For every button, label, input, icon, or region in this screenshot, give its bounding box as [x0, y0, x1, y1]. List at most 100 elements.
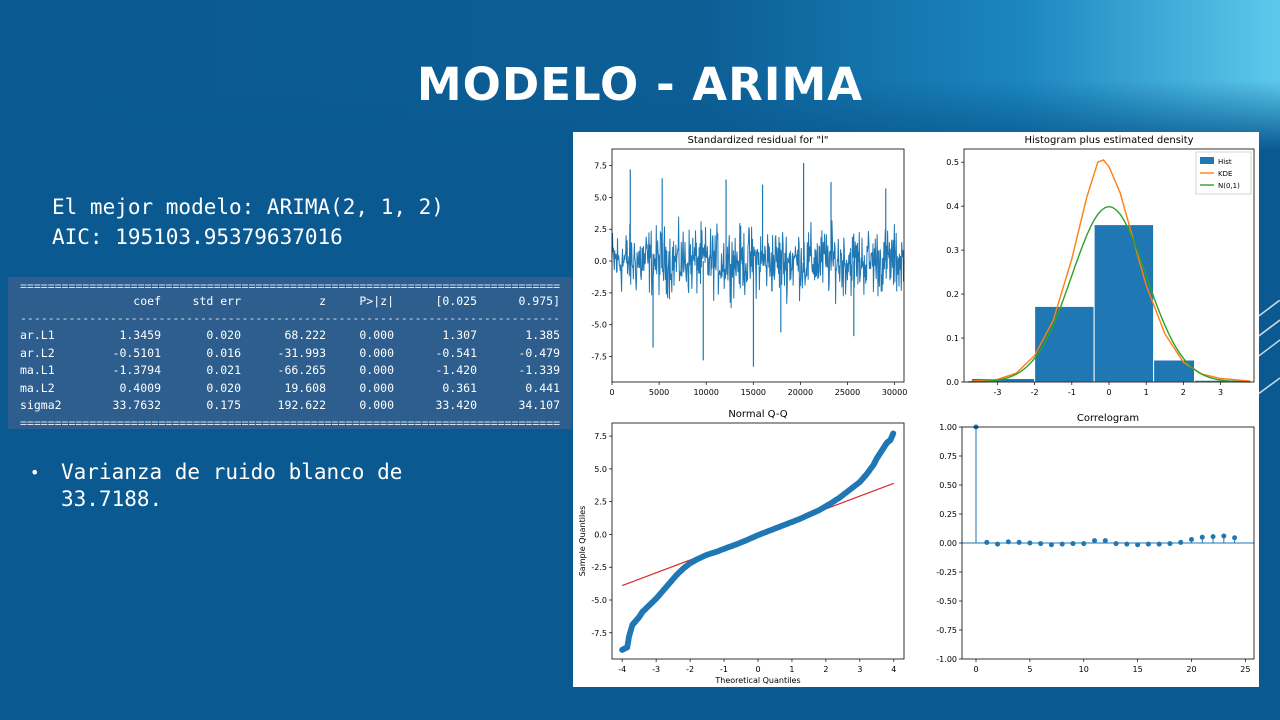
chart-title: Normal Q-Q [728, 409, 787, 420]
y-tick-label: 1.00 [939, 423, 957, 432]
x-tick-label: 20000 [788, 388, 813, 397]
table-cell: 0.000 [359, 363, 394, 377]
table-row: ar.L2 -0.5101 0.016 -31.993 0.000 -0.541 -0.47… [8, 344, 572, 362]
table-cell: 1.385 [525, 328, 560, 342]
acf-point [1210, 534, 1216, 540]
acf-point [1081, 541, 1087, 547]
table-header-cell: [0.025 [435, 294, 477, 308]
acf-point [1124, 541, 1130, 547]
y-tick-label: -2.5 [591, 289, 607, 298]
y-tick-label: 0.25 [939, 510, 957, 519]
x-tick-label: 0 [609, 388, 614, 397]
x-tick-label: 10 [1079, 665, 1089, 674]
acf-point [1145, 541, 1151, 547]
table-cell: 0.000 [359, 398, 394, 412]
legend-label: KDE [1218, 170, 1232, 178]
x-tick-label: 5000 [649, 388, 669, 397]
chart-title: Histogram plus estimated density [1024, 135, 1193, 146]
x-tick-label: -2 [1031, 388, 1039, 397]
x-tick-label: 2 [823, 665, 828, 674]
legend-swatch [1200, 157, 1214, 164]
x-tick-label: 1 [789, 665, 794, 674]
table-rule-top: ========================================… [20, 279, 561, 293]
summary-table: ========================================… [8, 277, 572, 430]
x-tick-label: -3 [652, 665, 660, 674]
table-cell: 34.107 [518, 398, 560, 412]
table-cell: 0.021 [206, 363, 241, 377]
acf-point [1199, 534, 1205, 540]
y-tick-label: -0.25 [936, 568, 957, 577]
plot-frame [611, 422, 905, 660]
acf-point [984, 539, 990, 545]
x-tick-label: 3 [857, 665, 862, 674]
y-tick-label: 0.3 [946, 246, 959, 255]
y-tick-label: 5.0 [594, 193, 607, 202]
table-cell: 68.222 [284, 328, 326, 342]
y-tick-label: 0.1 [946, 334, 959, 343]
x-tick-label: 0 [1106, 388, 1111, 397]
model-info: El mejor modelo: ARIMA(2, 1, 2) AIC: 1951… [52, 192, 444, 252]
x-tick-label: 0 [973, 665, 978, 674]
residual-series [611, 216, 905, 309]
x-tick-label: 25000 [835, 388, 860, 397]
table-header-cell: z [319, 294, 326, 308]
table-cell: 19.608 [284, 380, 326, 395]
table-cell: -31.993 [277, 345, 326, 360]
y-tick-label: -7.5 [591, 629, 607, 638]
table-cell: 33.420 [435, 398, 477, 412]
y-tick-label: 7.5 [594, 432, 607, 441]
table-cell: 0.000 [359, 380, 394, 395]
acf-point [1102, 538, 1108, 544]
table-cell: ar.L2 [20, 345, 55, 360]
y-tick-label: -0.75 [936, 626, 957, 635]
chart-title: Standardized residual for "l" [688, 135, 829, 146]
y-axis-label: Sample Quantiles [578, 506, 587, 577]
table-cell: ma.L1 [20, 363, 55, 377]
chart-panel: Standardized residual for "l" 0 5000 10000 1… [591, 135, 907, 397]
table-rule-bottom: ========================================… [20, 416, 561, 430]
bullet-dot-icon: • [30, 463, 40, 482]
x-tick-label: 0 [755, 665, 760, 674]
x-tick-label: -2 [686, 665, 694, 674]
table-cell: 0.4009 [119, 380, 161, 395]
table-cell: 1.3459 [119, 328, 161, 342]
table-cell: -1.339 [518, 363, 560, 377]
x-tick-label: 10000 [693, 388, 718, 397]
table-cell: sigma2 [20, 398, 62, 412]
acf-point [1016, 539, 1022, 545]
diagnostics-plots: Standardized residual for "l"0 5000 10000 1… [578, 135, 1255, 685]
x-tick-label: 2 [1181, 388, 1186, 397]
histogram-bar [1093, 224, 1155, 383]
table-row: sigma2 33.7632 0.175 192.622 0.000 33.420 34.1… [8, 396, 572, 414]
y-tick-label: 0.0 [946, 378, 959, 387]
table-cell: -0.479 [518, 345, 560, 360]
table-cell: -0.541 [435, 345, 477, 360]
table-cell: -66.265 [277, 363, 326, 377]
x-tick-label: 30000 [882, 388, 907, 397]
table-row: ma.L1 -1.3794 0.021 -66.265 0.000 -1.420 -1.33… [8, 361, 572, 379]
table-cell: 0.000 [359, 328, 394, 342]
legend-label: Hist [1218, 158, 1232, 166]
diagnostics-figure: Standardized residual for "l" 0 5000 10000 1… [573, 132, 1259, 687]
chart-panel: Normal Q-Q -4 -3 -2 -1 0 1 2 3 4 -7.5 -5.0 -2.5 0.0 2.… [578, 409, 905, 685]
table-cell: -1.420 [435, 363, 477, 377]
table-rule-mid: ----------------------------------------… [20, 311, 561, 325]
kde-line [971, 159, 1251, 382]
acf-point [1027, 540, 1033, 546]
normal-density-line [967, 205, 1251, 383]
x-tick-label: -1 [1068, 388, 1076, 397]
acf-point [1005, 539, 1011, 545]
chart-title: Correlogram [1077, 413, 1139, 424]
y-tick-label: 0.0 [594, 530, 607, 539]
table-cell: 1.307 [442, 328, 477, 342]
table-header-cell: 0.975] [518, 294, 560, 308]
acf-point [1156, 541, 1162, 547]
aic-text: AIC: 195103.95379637016 [52, 225, 343, 249]
best-model-text: El mejor modelo: ARIMA(2, 1, 2) [52, 195, 444, 219]
x-tick-label: 5 [1027, 665, 1032, 674]
acf-point [1189, 537, 1195, 543]
acf-point [1038, 541, 1044, 547]
acf-point [1135, 542, 1141, 548]
y-tick-label: -2.5 [591, 563, 607, 572]
chart-panel: Correlogram 0 5 10 15 20 25 -1.00 -0.75 -0.50 -0.2… [936, 413, 1255, 674]
